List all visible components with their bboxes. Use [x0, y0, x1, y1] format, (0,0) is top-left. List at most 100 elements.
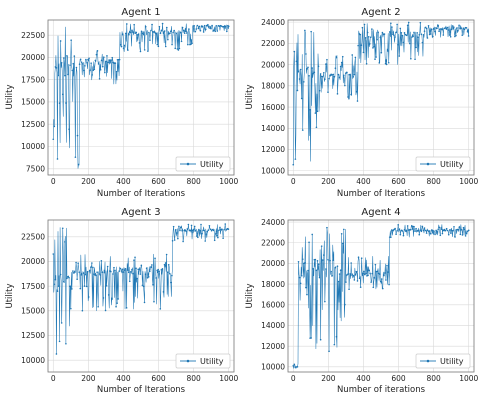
- data-point: [147, 50, 149, 52]
- data-point: [466, 31, 469, 33]
- data-point: [444, 229, 447, 232]
- data-point: [350, 262, 352, 264]
- data-point: [416, 32, 418, 34]
- data-point: [114, 269, 116, 272]
- data-point: [413, 31, 415, 34]
- data-point: [337, 280, 340, 283]
- data-point: [383, 33, 386, 35]
- data-point: [173, 239, 176, 241]
- data-point: [144, 25, 147, 28]
- data-point: [428, 230, 431, 232]
- data-point: [371, 28, 373, 30]
- data-point: [140, 264, 143, 267]
- data-point: [86, 61, 88, 64]
- panel-agent-4: Agent 4 Number of iterations Utility 100…: [245, 207, 479, 395]
- data-point: [406, 24, 409, 27]
- data-point: [165, 26, 168, 29]
- data-point: [368, 43, 371, 45]
- data-point: [149, 39, 151, 41]
- data-point: [425, 27, 428, 30]
- data-point: [84, 273, 87, 276]
- data-point: [338, 76, 341, 79]
- data-point: [453, 26, 455, 28]
- data-point: [330, 270, 332, 273]
- data-point: [297, 261, 300, 263]
- data-point: [187, 43, 189, 46]
- x-tick-label: 800: [186, 374, 201, 383]
- x-tick-label: 600: [391, 374, 406, 383]
- data-point: [79, 58, 82, 61]
- data-point: [53, 125, 56, 128]
- data-point: [146, 276, 149, 279]
- data-point: [201, 25, 204, 28]
- data-point: [69, 285, 71, 288]
- data-point: [396, 230, 398, 232]
- data-point: [430, 232, 432, 235]
- data-point: [120, 270, 123, 272]
- data-point: [96, 50, 99, 52]
- data-point: [201, 232, 203, 235]
- data-point: [152, 283, 154, 286]
- data-point: [118, 270, 121, 272]
- data-point: [425, 232, 428, 234]
- data-point: [124, 32, 127, 35]
- data-point: [414, 230, 416, 233]
- x-tick-label: 1000: [219, 374, 238, 383]
- data-point: [70, 39, 72, 42]
- data-point: [361, 272, 364, 275]
- data-point: [105, 285, 108, 287]
- data-point: [126, 269, 129, 271]
- data-point: [193, 225, 196, 228]
- data-point: [318, 89, 321, 92]
- y-tick-label: 20000: [261, 60, 285, 69]
- data-point: [405, 229, 408, 232]
- data-point: [458, 24, 460, 27]
- data-point: [305, 286, 307, 289]
- data-point: [436, 27, 438, 30]
- series-line-utility: [292, 224, 469, 369]
- data-point: [94, 59, 97, 62]
- data-point: [381, 287, 384, 290]
- data-point: [340, 232, 343, 235]
- data-point: [387, 271, 389, 273]
- data-point: [296, 366, 299, 368]
- data-point: [467, 35, 470, 37]
- data-point: [402, 234, 405, 237]
- data-point: [362, 51, 365, 54]
- data-point: [137, 33, 140, 36]
- data-point: [460, 27, 462, 29]
- data-point: [318, 276, 321, 279]
- data-point: [399, 233, 402, 236]
- data-point: [344, 84, 346, 87]
- data-point: [398, 228, 401, 231]
- data-point: [439, 234, 442, 237]
- data-point: [107, 61, 109, 64]
- data-point: [164, 45, 167, 48]
- y-tick-label: 20000: [21, 257, 45, 266]
- data-point: [341, 242, 344, 245]
- data-point: [341, 55, 344, 58]
- series-markers: [52, 223, 230, 355]
- panel-title: Agent 4: [361, 207, 400, 218]
- data-point: [56, 158, 59, 160]
- data-point: [450, 232, 452, 234]
- data-point: [298, 276, 301, 279]
- data-point: [110, 270, 112, 273]
- data-point: [321, 75, 324, 78]
- data-point: [67, 276, 69, 278]
- data-point: [356, 100, 359, 102]
- data-point: [349, 73, 351, 76]
- y-tick-label: 17500: [21, 75, 45, 84]
- data-point: [314, 258, 317, 261]
- legend-marker: [186, 162, 190, 166]
- data-point: [325, 63, 327, 65]
- data-point: [328, 350, 330, 353]
- data-point: [119, 43, 122, 46]
- data-point: [81, 63, 84, 65]
- x-tick-label: 200: [321, 374, 336, 383]
- data-point: [224, 223, 227, 225]
- data-point: [160, 269, 163, 271]
- data-point: [173, 29, 175, 32]
- data-point: [111, 297, 113, 300]
